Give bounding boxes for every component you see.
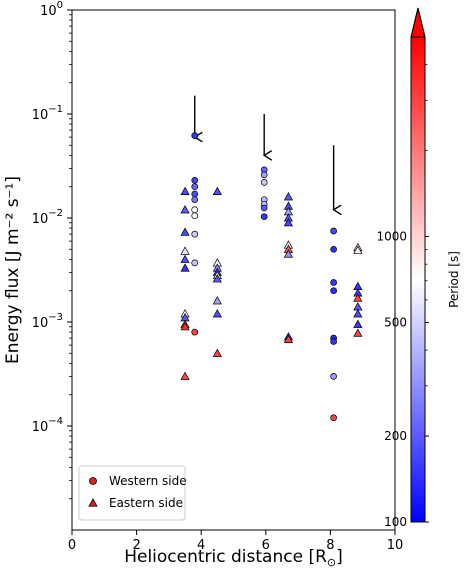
colorbar-ticks: 100 200 500 1000 (376, 64, 429, 529)
western-point (191, 196, 199, 204)
x-tick-label: 0 (68, 538, 76, 553)
y-tick-label: 10−2 (32, 208, 63, 227)
eastern-point (180, 263, 190, 272)
y-tick-base: 10 (32, 108, 49, 123)
y-tick-base: 10 (40, 4, 57, 19)
plot-area (72, 10, 395, 530)
legend-eastern-marker (88, 498, 98, 507)
data-points (180, 132, 363, 422)
legend-western-marker (89, 477, 97, 485)
eastern-point (212, 296, 222, 305)
eastern-point (180, 254, 190, 263)
y-tick-label: 10−4 (32, 416, 63, 435)
y-tick-base: 10 (32, 420, 49, 435)
western-point (260, 213, 268, 221)
y-tick-label: 10−3 (32, 312, 63, 331)
eastern-point (180, 227, 190, 236)
eastern-point (283, 218, 294, 227)
plot-background (72, 10, 395, 530)
eastern-point (353, 245, 363, 254)
x-axis-label-sub: ⊙ (327, 556, 336, 569)
x-axis-label-close: ] (336, 547, 343, 567)
y-axis-label: Energy flux [J m⁻² s⁻¹] (3, 176, 23, 364)
colorbar: 100 200 500 1000 Period [s] (376, 7, 461, 529)
eastern-point (180, 246, 190, 255)
legend-box (78, 465, 186, 521)
western-point (191, 177, 199, 184)
eastern-point (283, 249, 294, 258)
western-point (191, 183, 199, 191)
western-point (330, 227, 337, 235)
y-tick-label: 100 (40, 0, 63, 19)
legend: Western side Eastern side (78, 465, 187, 521)
y-tick-exponent: −4 (48, 416, 63, 427)
colorbar-tick-label: 1000 (376, 230, 407, 244)
colorbar-tick-label: 200 (384, 429, 407, 443)
y-tick-label: 10−1 (32, 104, 63, 123)
eastern-point (180, 322, 190, 331)
x-tick-label: 4 (197, 538, 205, 553)
eastern-point (212, 309, 222, 318)
eastern-point (212, 274, 222, 283)
y-tick-exponent: 0 (57, 0, 63, 11)
x-axis-label-main: Heliocentric distance [R (124, 547, 327, 567)
eastern-point (180, 371, 190, 380)
western-point (260, 179, 268, 186)
eastern-point (283, 192, 294, 201)
western-point (191, 206, 199, 214)
x-tick-label: 8 (326, 538, 334, 553)
eastern-point (353, 328, 363, 337)
colorbar-label: Period [s] (447, 251, 461, 308)
eastern-point (353, 309, 363, 318)
western-point (330, 338, 337, 345)
western-point (191, 230, 199, 238)
colorbar-gradient (411, 37, 425, 522)
western-point (330, 245, 337, 253)
western-point (191, 212, 199, 220)
x-tick-label: 6 (262, 538, 270, 553)
legend-western-label: Western side (109, 474, 187, 488)
western-point (191, 259, 199, 267)
colorbar-extend-arrow (410, 7, 426, 38)
x-axis-ticks: 0 2 4 6 8 10 (68, 530, 403, 553)
eastern-point (353, 293, 363, 302)
plot-frame (71, 9, 396, 531)
western-point (330, 279, 337, 286)
eastern-point (180, 186, 190, 196)
y-tick-exponent: −3 (48, 312, 63, 323)
legend-eastern-label: Eastern side (109, 496, 183, 510)
x-tick-label: 2 (132, 538, 140, 553)
western-point (330, 373, 337, 380)
y-tick-base: 10 (32, 212, 49, 227)
western-point (191, 132, 199, 139)
annotation-arrows (195, 95, 334, 210)
western-point (330, 414, 337, 422)
eastern-point (212, 348, 222, 357)
y-tick-exponent: −1 (48, 104, 63, 115)
western-point (191, 328, 199, 336)
western-point (191, 190, 199, 198)
eastern-point (283, 334, 294, 343)
colorbar-tick-label: 500 (384, 315, 407, 329)
x-axis-label: Heliocentric distance [R⊙] (124, 547, 343, 569)
colorbar-outline (410, 7, 426, 523)
colorbar-tick-label: 100 (384, 515, 407, 529)
eastern-point (180, 205, 190, 214)
eastern-point (353, 319, 363, 328)
x-tick-label: 10 (387, 538, 404, 553)
y-tick-exponent: −2 (48, 208, 63, 219)
eastern-point (212, 186, 222, 196)
y-tick-base: 10 (32, 316, 49, 331)
western-point (260, 171, 268, 179)
western-point (260, 204, 268, 212)
western-point (330, 287, 337, 295)
